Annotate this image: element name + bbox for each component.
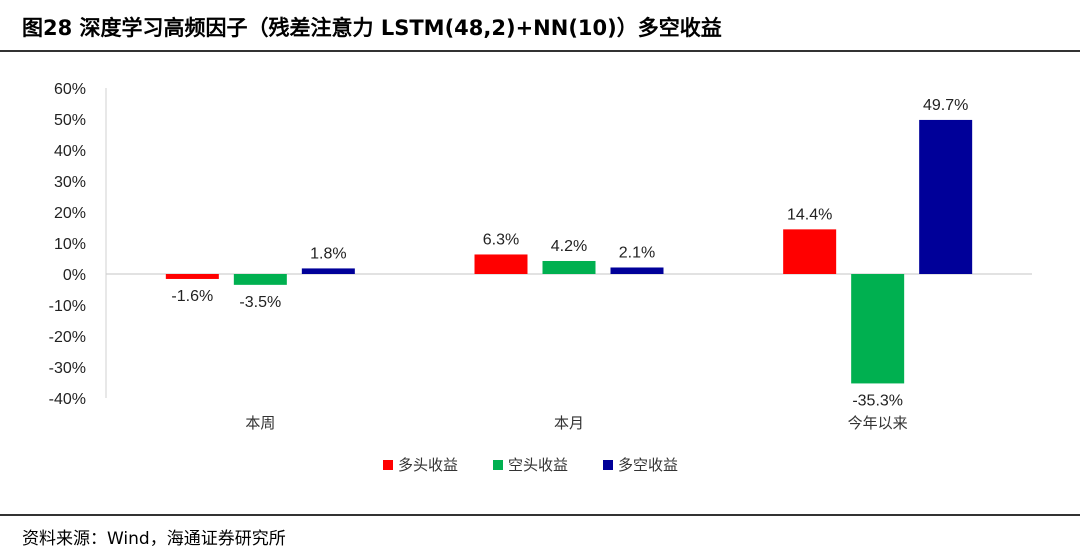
title-divider — [0, 50, 1080, 52]
bar-long-short — [301, 268, 355, 274]
bar-long-short — [919, 119, 973, 275]
legend-swatch — [493, 460, 503, 470]
data-label: -3.5% — [239, 294, 281, 311]
bar-long — [783, 229, 837, 274]
data-label: 6.3% — [483, 231, 519, 248]
page-title: 图28 深度学习高频因子（残差注意力 LSTM(48,2)+NN(10)）多空收… — [22, 16, 722, 40]
y-tick-label: 10% — [54, 236, 86, 253]
data-label: 2.1% — [619, 244, 655, 261]
footer-divider — [0, 514, 1080, 516]
y-tick-label: -40% — [49, 391, 86, 408]
legend-label: 多头收益 — [398, 456, 458, 474]
data-label: 49.7% — [923, 97, 968, 114]
y-tick-label: -30% — [49, 360, 86, 377]
y-tick-label: 60% — [54, 81, 86, 98]
bar-short — [542, 260, 596, 274]
bar-long — [474, 254, 528, 274]
data-label: 14.4% — [787, 206, 832, 223]
bar-long-short — [610, 267, 664, 274]
data-label: 1.8% — [310, 245, 346, 262]
legend-swatch — [383, 460, 393, 470]
data-label: -35.3% — [852, 392, 903, 409]
y-tick-label: 40% — [54, 143, 86, 160]
y-tick-label: 50% — [54, 112, 86, 129]
source-note: 资料来源：Wind，海通证券研究所 — [22, 529, 286, 549]
y-tick-label: 0% — [63, 267, 86, 284]
bar-long — [165, 274, 219, 279]
y-tick-label: 20% — [54, 205, 86, 222]
legend-label: 空头收益 — [508, 456, 568, 474]
y-tick-label: 30% — [54, 174, 86, 191]
y-tick-label: -10% — [49, 298, 86, 315]
x-category-label: 本周 — [245, 414, 275, 432]
bar-short — [233, 274, 287, 285]
y-tick-label: -20% — [49, 329, 86, 346]
data-label: 4.2% — [551, 238, 587, 255]
bar-short — [851, 274, 905, 384]
legend-swatch — [603, 460, 613, 470]
x-category-label: 今年以来 — [848, 414, 908, 432]
x-category-label: 本月 — [554, 414, 584, 432]
data-label: -1.6% — [171, 288, 213, 305]
legend-label: 多空收益 — [618, 456, 678, 474]
